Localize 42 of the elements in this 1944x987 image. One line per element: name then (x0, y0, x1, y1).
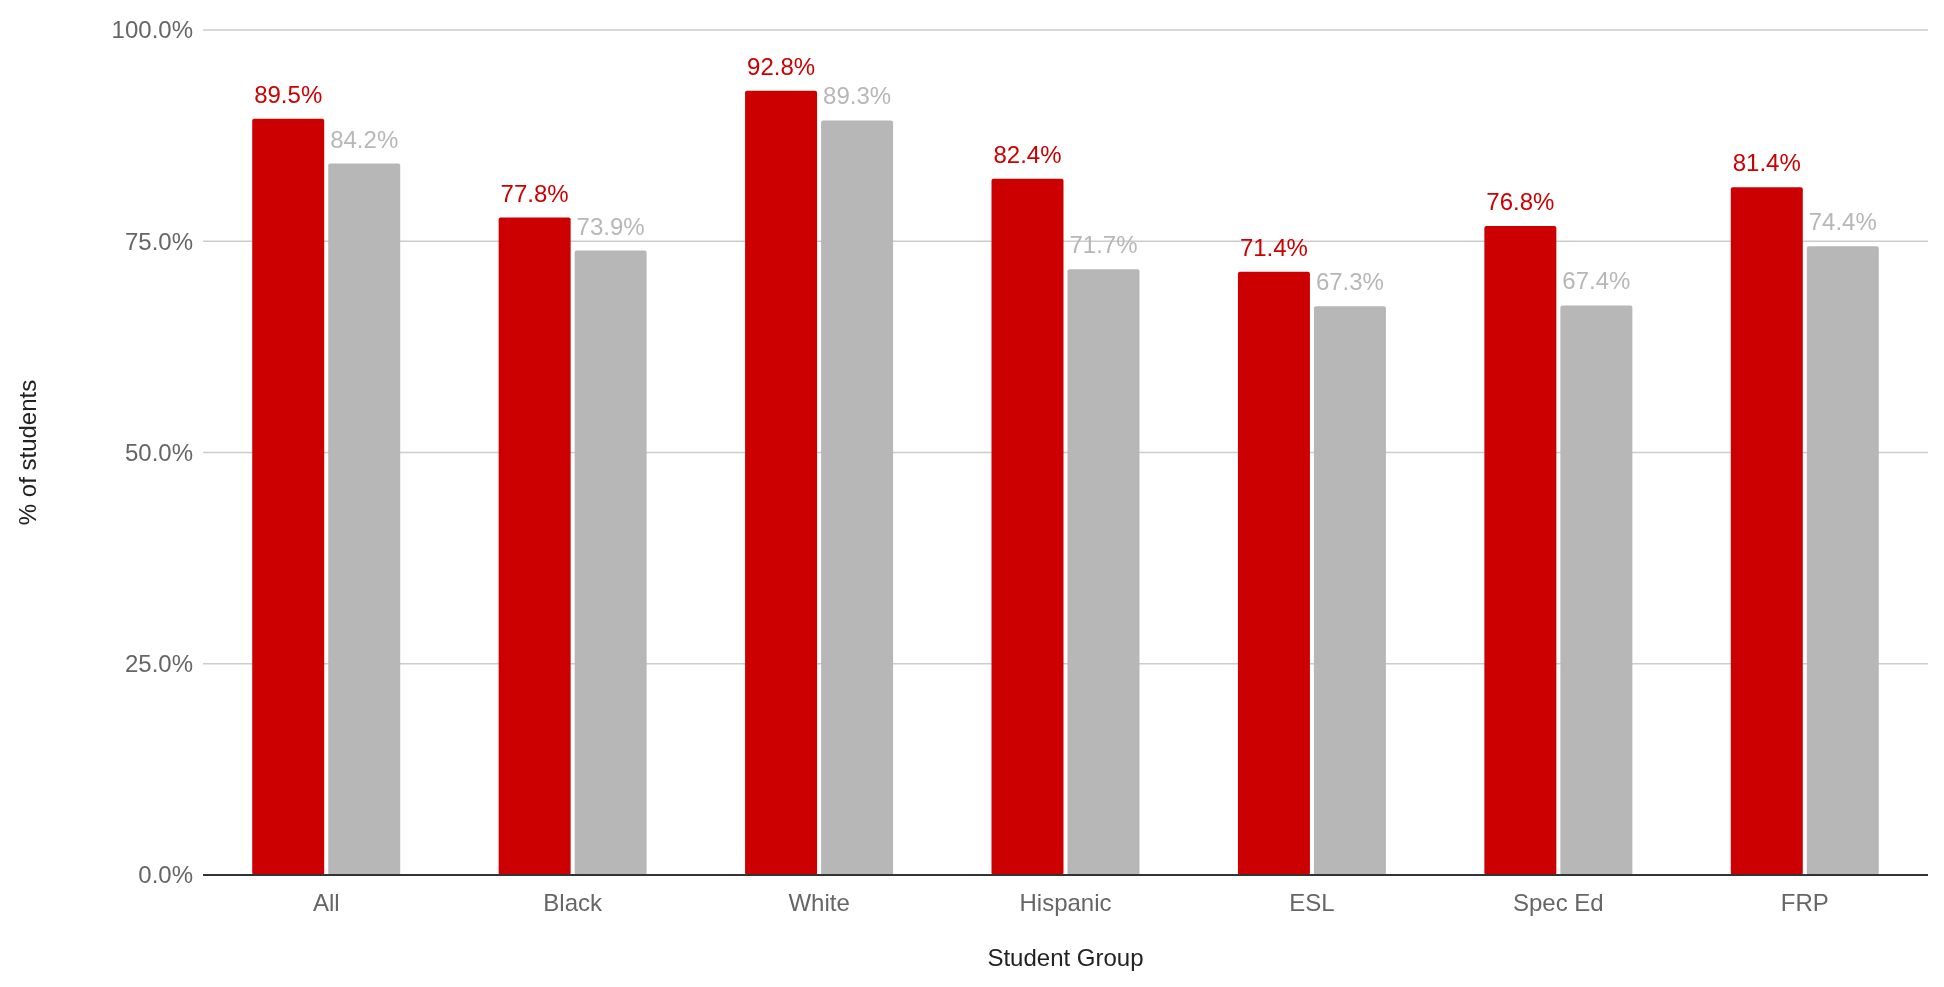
data-label: 73.9% (576, 212, 645, 240)
bar (1484, 226, 1557, 875)
data-label: 74.4% (1808, 208, 1877, 236)
bar (1237, 271, 1310, 875)
bar (574, 250, 647, 875)
bar (821, 120, 894, 875)
data-label: 71.4% (1239, 233, 1308, 261)
bar (1730, 187, 1803, 875)
data-label: 76.8% (1486, 188, 1555, 216)
data-label: 67.4% (1562, 267, 1631, 295)
bar (745, 90, 818, 875)
data-label: 89.5% (254, 80, 323, 108)
bar (1067, 269, 1140, 875)
data-label: 89.3% (823, 82, 892, 110)
bar (991, 178, 1064, 875)
bar (1560, 305, 1633, 875)
y-tick-label: 50.0% (124, 438, 193, 466)
x-tick-label: White (788, 889, 850, 916)
x-tick-label: Hispanic (1019, 889, 1112, 916)
y-axis-title: % of students (14, 379, 41, 526)
data-label: 82.4% (993, 140, 1062, 168)
y-tick-label: 0.0% (138, 861, 193, 889)
bar (1313, 306, 1386, 875)
x-tick-label: ESL (1289, 889, 1335, 916)
x-tick-label: FRP (1780, 889, 1829, 916)
y-tick-label: 75.0% (124, 227, 193, 255)
bar (1806, 246, 1879, 875)
x-tick-label: All (312, 889, 340, 916)
data-label: 67.3% (1315, 268, 1384, 296)
data-label: 71.7% (1069, 231, 1138, 259)
data-label: 92.8% (747, 52, 816, 80)
x-axis-title: Student Group (987, 944, 1144, 971)
x-tick-label: Spec Ed (1512, 889, 1604, 916)
data-label: 84.2% (330, 125, 399, 153)
y-tick-label: 100.0% (111, 16, 193, 44)
bar (252, 118, 325, 875)
x-tick-label: Black (543, 889, 603, 916)
bar (498, 217, 571, 875)
y-tick-label: 25.0% (124, 650, 193, 678)
data-label: 81.4% (1732, 149, 1801, 177)
data-label: 77.8% (500, 179, 569, 207)
bar (328, 163, 401, 875)
